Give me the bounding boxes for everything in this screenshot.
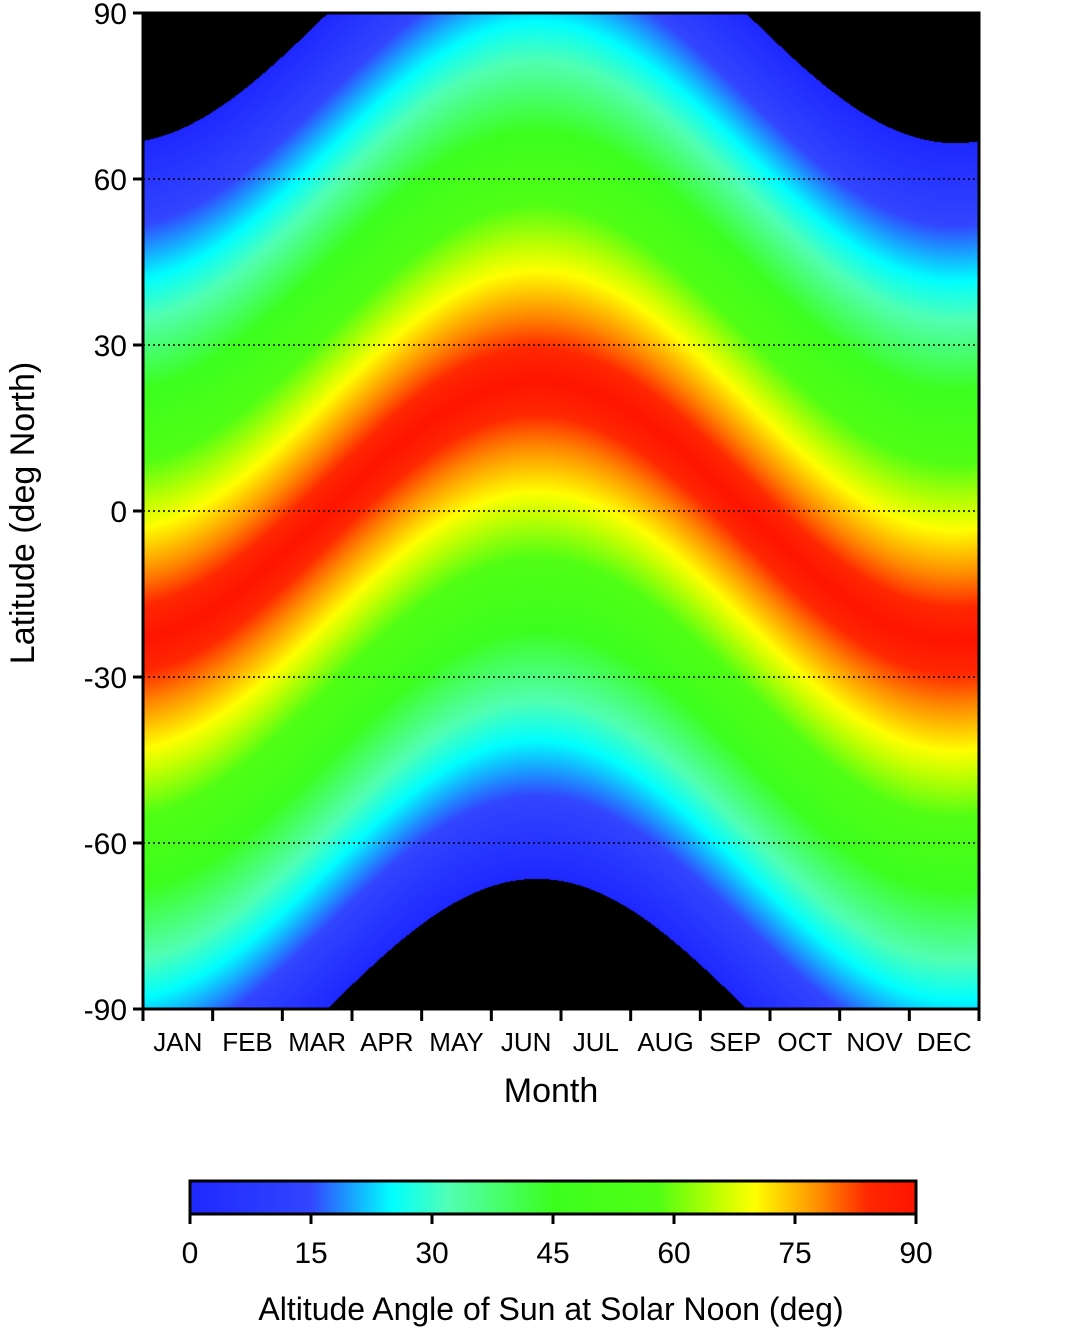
colorbar-ticks: 0 15 30 45 60 75 90 [182, 1214, 933, 1270]
x-tick-label: APR [360, 1027, 413, 1057]
y-axis-title: Latitude (deg North) [4, 362, 42, 664]
colorbar-tick-label: 15 [294, 1237, 327, 1270]
colorbar-title: Altitude Angle of Sun at Solar Noon (deg… [258, 1291, 843, 1327]
x-tick-label: SEP [709, 1027, 761, 1057]
x-tick-label: JAN [153, 1027, 202, 1057]
colorbar-tick-label: 90 [899, 1237, 932, 1270]
y-tick-label: -90 [84, 994, 127, 1027]
x-tick-label: JUL [573, 1027, 619, 1057]
x-tick-label: JUN [501, 1027, 552, 1057]
y-tick-label: 0 [110, 496, 127, 529]
colorbar [188, 1179, 918, 1216]
y-tick-label: 30 [94, 330, 127, 363]
x-tick-label: OCT [777, 1027, 832, 1057]
y-tick-label: -60 [84, 828, 127, 861]
x-tick-label: NOV [846, 1027, 903, 1057]
y-tick-label: 90 [94, 0, 127, 31]
x-tick-label: AUG [637, 1027, 693, 1057]
y-axis: 90 60 30 0 -30 -60 -90 [84, 0, 143, 1027]
y-tick-label: -30 [84, 662, 127, 695]
colorbar-tick-label: 45 [536, 1237, 569, 1270]
x-tick-label: FEB [222, 1027, 273, 1057]
y-tick-label: 60 [94, 164, 127, 197]
x-tick-label: MAY [429, 1027, 483, 1057]
colorbar-tick-label: 75 [778, 1237, 811, 1270]
colorbar-tick-label: 0 [182, 1237, 199, 1270]
x-axis-title: Month [504, 1072, 599, 1110]
x-tick-label: DEC [917, 1027, 972, 1057]
colorbar-tick-label: 60 [657, 1237, 690, 1270]
gridlines [143, 178, 979, 844]
x-tick-label: MAR [288, 1027, 346, 1057]
x-axis: JAN FEB MAR APR MAY JUN JUL AUG SEP OCT NOV DEC [141, 1009, 981, 1057]
colorbar-tick-label: 30 [415, 1237, 448, 1270]
